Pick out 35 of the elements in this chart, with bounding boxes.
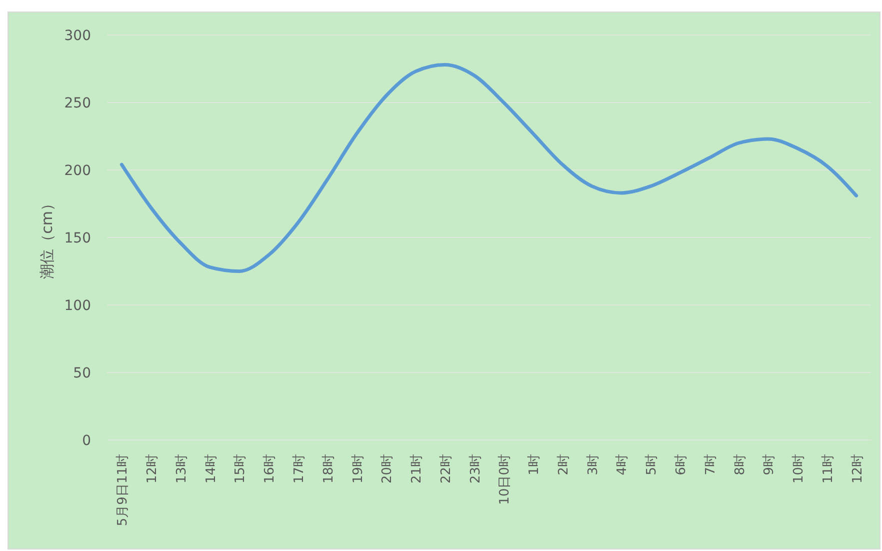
x-tick-label: 7时 [703, 454, 718, 476]
x-tick-label: 12时 [850, 454, 866, 484]
x-tick-label: 6时 [674, 454, 689, 476]
x-tick-label: 22时 [438, 454, 454, 484]
x-tick-label: 21时 [410, 454, 425, 484]
y-tick-label: 0 [82, 432, 91, 449]
x-tick-label: 2时 [556, 454, 572, 476]
x-tick-label: 10日0时 [498, 454, 513, 505]
x-tick-label: 18时 [321, 454, 336, 484]
y-tick-label: 250 [64, 95, 91, 112]
x-tick-label: 14时 [204, 454, 219, 484]
x-tick-label: 15时 [233, 454, 248, 484]
x-tick-label: 9时 [762, 454, 778, 476]
y-tick-label: 300 [64, 28, 91, 44]
x-tick-label: 17时 [292, 454, 307, 484]
y-axis-title: 潮位（cm） [38, 196, 56, 279]
line-series [120, 62, 858, 273]
x-tick-label: 3时 [586, 454, 601, 476]
y-tick-label: 200 [64, 162, 91, 179]
x-tick-label: 20时 [380, 454, 396, 484]
x-tick-label: 16时 [262, 454, 278, 484]
y-tick-label: 150 [64, 230, 91, 246]
y-tick-label: 50 [73, 365, 91, 382]
x-tick-label: 23时 [468, 454, 484, 484]
x-tick-label: 19时 [350, 454, 366, 484]
x-tick-label: 8时 [732, 454, 748, 476]
x-tick-label: 5时 [644, 454, 660, 476]
x-tick-label: 1时 [527, 454, 542, 476]
y-tick-label: 100 [64, 298, 91, 314]
x-tick-label: 4时 [615, 454, 630, 476]
x-tick-label: 5月9日11时 [116, 454, 131, 526]
x-tick-label: 12时 [145, 454, 160, 484]
x-tick-label: 11时 [820, 454, 836, 484]
x-tick-label: 13时 [174, 454, 190, 484]
x-tick-label: 10时 [792, 454, 807, 484]
